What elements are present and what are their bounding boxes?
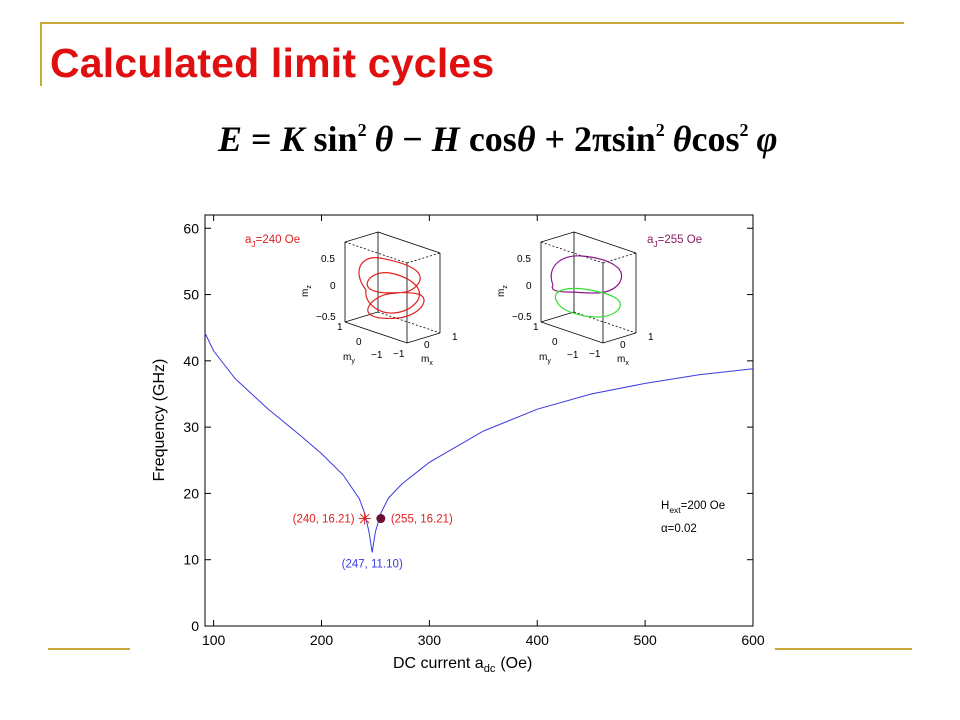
- h-ext-label: Hext=200 Oe: [661, 500, 725, 515]
- inset-255-label: aJ=255 Oe: [647, 234, 702, 249]
- marker-asterisk: [358, 512, 371, 525]
- plot-area: [204, 214, 754, 627]
- inset-240-ztick-1: 0: [330, 281, 336, 292]
- inset-255-ytick-1: 0: [552, 337, 558, 348]
- inset-255-zlabel: mz: [496, 285, 509, 297]
- marker-label: (255, 16.21): [391, 514, 453, 526]
- minimum-label: (247, 11.10): [342, 558, 403, 570]
- alpha-label: α=0.02: [661, 523, 697, 535]
- slide-title: Calculated limit cycles: [50, 40, 495, 86]
- inset-255-ytick-2: −1: [567, 350, 579, 361]
- x-tick-label: 400: [526, 632, 550, 648]
- inset-240-ytick-2: −1: [371, 350, 383, 361]
- inset-240-ztick-0: 0.5: [321, 254, 335, 265]
- x-tick-label: 300: [418, 632, 442, 648]
- eq-equals: =: [251, 119, 272, 159]
- eq-sin-1: sin: [313, 119, 358, 159]
- marker-label: (240, 16.21): [293, 514, 355, 526]
- eq-e: E: [218, 119, 243, 159]
- bottom-rule-right: [775, 648, 912, 650]
- x-tick-label: 200: [310, 632, 334, 648]
- inset-240-ytick-1: 0: [356, 337, 362, 348]
- y-tick-label: 60: [183, 220, 199, 236]
- x-tick-label: 100: [202, 632, 226, 648]
- inset-240-ylabel: my: [343, 352, 355, 365]
- inset-255-cycle-lower: [554, 287, 621, 318]
- inset-240-ztick-2: −0.5: [316, 312, 336, 323]
- inset-255-box: [540, 231, 637, 344]
- eq-exp-3: 2: [739, 120, 749, 140]
- inset-240-limit-cycle: [358, 257, 425, 320]
- marker-layer: (240, 16.21) (255, 16.21) (247, 11.10): [293, 512, 453, 570]
- left-rule: [40, 22, 42, 86]
- inset-240-ytick-0: 1: [337, 322, 343, 333]
- y-tick-label: 40: [183, 353, 199, 369]
- y-axis-title: Frequency (GHz): [151, 359, 168, 482]
- eq-theta-1: θ: [374, 119, 394, 159]
- x-tick-label: 500: [633, 632, 657, 648]
- marker-dot: [376, 514, 386, 524]
- inset-255-ztick-0: 0.5: [517, 254, 531, 265]
- inset-240-xtick-0: −1: [393, 349, 405, 360]
- inset-255-ztick-2: −0.5: [512, 312, 532, 323]
- eq-k: K: [280, 119, 305, 159]
- inset-255: aJ=255 Oe 0.5 0 −0.5 mz 1 0 −1 my −1 0 1…: [496, 231, 702, 367]
- top-rule: [40, 22, 904, 24]
- inset-255-ztick-1: 0: [526, 281, 532, 292]
- inset-255-xtick-2: 1: [648, 332, 654, 343]
- inset-255-xlabel: mx: [617, 354, 629, 367]
- eq-minus: −: [402, 119, 423, 159]
- inset-240-box: [344, 231, 441, 344]
- eq-theta-2: θ: [516, 119, 536, 159]
- frequency-series-line: [204, 332, 754, 553]
- eq-plus: +: [544, 119, 566, 159]
- y-tick-label: 0: [191, 618, 199, 634]
- eq-sin-2: sin: [611, 119, 656, 159]
- y-tick-label: 20: [183, 485, 199, 501]
- inset-255-ylabel: my: [539, 352, 551, 365]
- inset-240: aJ=240 Oe 0.5 0 −0.5 mz 1 0 −1 my −1 0 1…: [245, 231, 458, 367]
- eq-exp-2: 2: [655, 120, 665, 140]
- eq-cos-1: cos: [468, 119, 517, 159]
- eq-cos-2: cos: [691, 119, 740, 159]
- eq-two-pi: 2π: [574, 119, 612, 159]
- y-tick-label: 50: [183, 287, 199, 303]
- x-axis-title: DC current adc (Oe): [393, 655, 532, 675]
- inset-240-zlabel: mz: [300, 285, 313, 297]
- inset-240-label: aJ=240 Oe: [245, 234, 300, 249]
- eq-theta-3: θ: [672, 119, 692, 159]
- x-tick-label: 600: [741, 632, 765, 648]
- y-tick-label: 10: [183, 552, 199, 568]
- eq-exp-1: 2: [357, 120, 367, 140]
- eq-phi: φ: [756, 119, 778, 159]
- inset-255-ytick-0: 1: [533, 322, 539, 333]
- inset-255-xtick-0: −1: [589, 349, 601, 360]
- series-layer: [204, 332, 754, 553]
- inset-255-xtick-1: 0: [620, 340, 626, 351]
- y-tick-label: 30: [183, 419, 199, 435]
- bottom-rule-left: [48, 648, 130, 650]
- eq-h: H: [431, 119, 460, 159]
- inset-240-xlabel: mx: [421, 354, 433, 367]
- inset-240-xtick-1: 0: [424, 340, 430, 351]
- inset-240-xtick-2: 1: [452, 332, 458, 343]
- energy-equation: E = K sin2 θ − H cosθ + 2πsin2 θcos2 φ: [218, 118, 778, 160]
